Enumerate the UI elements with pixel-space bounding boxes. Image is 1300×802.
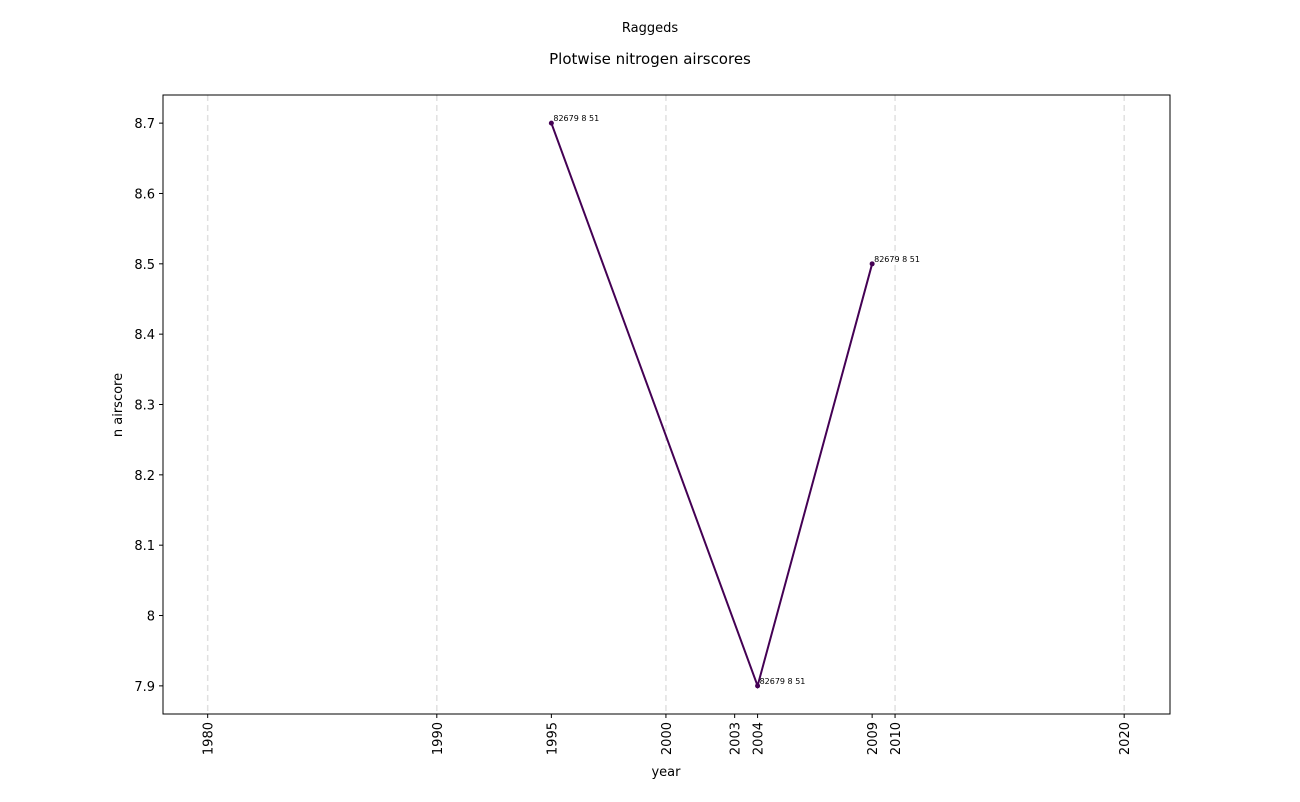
x-tick-label: 2000 <box>660 722 675 755</box>
chart-title: Plotwise nitrogen airscores <box>549 50 751 68</box>
y-tick-label: 8.7 <box>134 117 155 132</box>
y-tick-label: 8.6 <box>134 187 155 202</box>
x-tick-label: 2020 <box>1118 722 1133 755</box>
x-tick-label: 2009 <box>866 722 881 755</box>
x-tick-label: 2004 <box>752 722 767 755</box>
y-tick-label: 8.5 <box>134 258 155 273</box>
x-tick-label: 1990 <box>431 722 446 755</box>
x-tick-label: 1995 <box>545 722 560 755</box>
data-point <box>755 683 761 689</box>
y-tick-label: 8.2 <box>134 469 155 484</box>
suptitle: Raggeds <box>622 21 678 36</box>
point-annotation: 82679 8 51 <box>760 677 806 686</box>
point-annotation: 82679 8 51 <box>874 255 920 264</box>
y-tick-label: 8.3 <box>134 399 155 414</box>
x-tick-label: 2010 <box>889 722 904 755</box>
y-tick-label: 8.4 <box>134 328 155 343</box>
y-axis-label: n airscore <box>111 373 126 437</box>
x-tick-label: 1980 <box>202 722 217 755</box>
y-tick-label: 7.9 <box>134 680 155 695</box>
y-tick-label: 8.1 <box>134 539 155 554</box>
data-point <box>548 120 554 126</box>
data-point <box>869 261 875 267</box>
x-axis-label: year <box>651 765 681 780</box>
y-tick-label: 8 <box>147 610 155 625</box>
point-annotation: 82679 8 51 <box>553 114 599 123</box>
data-line <box>550 122 874 690</box>
x-tick-label: 2003 <box>729 722 744 755</box>
